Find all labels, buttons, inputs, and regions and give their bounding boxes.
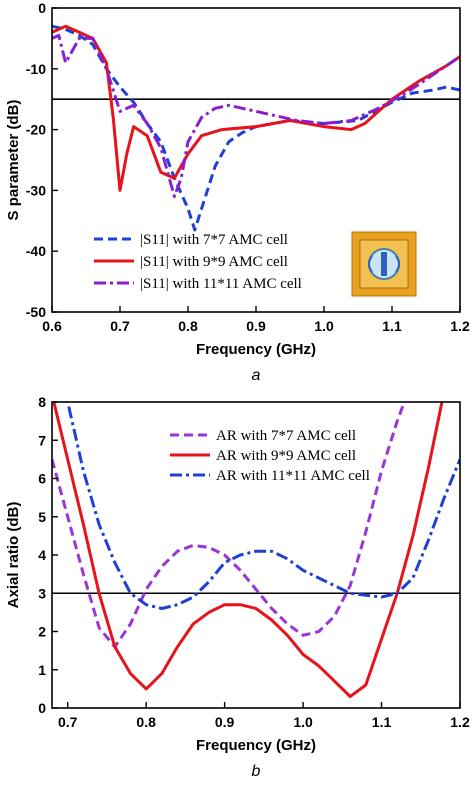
y-tick-label: 6 <box>38 471 46 487</box>
inset-feed <box>381 252 387 276</box>
y-axis-label: S parameter (dB) <box>5 100 22 221</box>
x-tick-label: 0.9 <box>246 318 266 334</box>
legend-label: AR with 11*11 AMC cell <box>216 468 370 484</box>
y-axis-label: Axial ratio (dB) <box>5 502 22 609</box>
y-tick-label: -10 <box>26 61 46 77</box>
x-tick-label: 0.8 <box>136 714 156 730</box>
series-line-3 <box>66 402 460 610</box>
x-tick-label: 1.2 <box>450 318 470 334</box>
y-tick-label: 2 <box>38 624 46 640</box>
legend-label: |S11| with 7*7 AMC cell <box>140 232 288 248</box>
x-tick-label: 0.7 <box>110 318 130 334</box>
series-line-1 <box>52 402 406 649</box>
y-tick-label: -20 <box>26 122 46 138</box>
x-tick-label: 0.6 <box>42 318 62 334</box>
x-tick-label: 1.0 <box>293 714 313 730</box>
series-line-3 <box>52 33 460 198</box>
legend-label: AR with 9*9 AMC cell <box>216 448 356 464</box>
inset-slots <box>368 255 400 273</box>
x-tick-label: 0.7 <box>58 714 78 730</box>
x-tick-label: 1.1 <box>372 714 392 730</box>
chart-s-parameter: 0.6 0.7 0.8 0.9 1.0 1.1 1.2 0 -10 -20 -30 -40 -50 Fre… <box>5 0 470 384</box>
legend-label: |S11| with 9*9 AMC cell <box>140 254 288 270</box>
y-tick-label: 8 <box>38 394 46 410</box>
y-tick-label: 7 <box>38 432 46 448</box>
y-tick-label: -30 <box>26 182 46 198</box>
x-tick-label: 0.8 <box>178 318 198 334</box>
y-tick-label: 0 <box>38 0 46 16</box>
series-line-2 <box>52 402 444 698</box>
x-tick-label: 1.2 <box>450 714 470 730</box>
y-tick-label: 4 <box>38 547 46 563</box>
x-tick-label: 1.1 <box>382 318 402 334</box>
y-tick-label: 3 <box>38 585 46 601</box>
y-tick-label: 5 <box>38 509 46 525</box>
legend-label: AR with 7*7 AMC cell <box>216 428 356 444</box>
x-axis-label: Frequency (GHz) <box>196 341 316 358</box>
x-tick-label: 0.9 <box>215 714 235 730</box>
series-line-2 <box>52 24 460 192</box>
figure-caption: a <box>252 367 261 384</box>
y-tick-label: 1 <box>38 662 46 678</box>
legend-label: |S11| with 11*11 AMC cell <box>140 276 302 292</box>
amc-cell-inset <box>351 231 417 297</box>
y-tick-label: -40 <box>26 243 46 259</box>
y-tick-label: 0 <box>38 700 46 716</box>
figure-caption: b <box>252 763 261 780</box>
x-axis-label: Frequency (GHz) <box>196 737 316 754</box>
y-tick-label: -50 <box>26 304 46 320</box>
x-tick-label: 1.0 <box>314 318 334 334</box>
